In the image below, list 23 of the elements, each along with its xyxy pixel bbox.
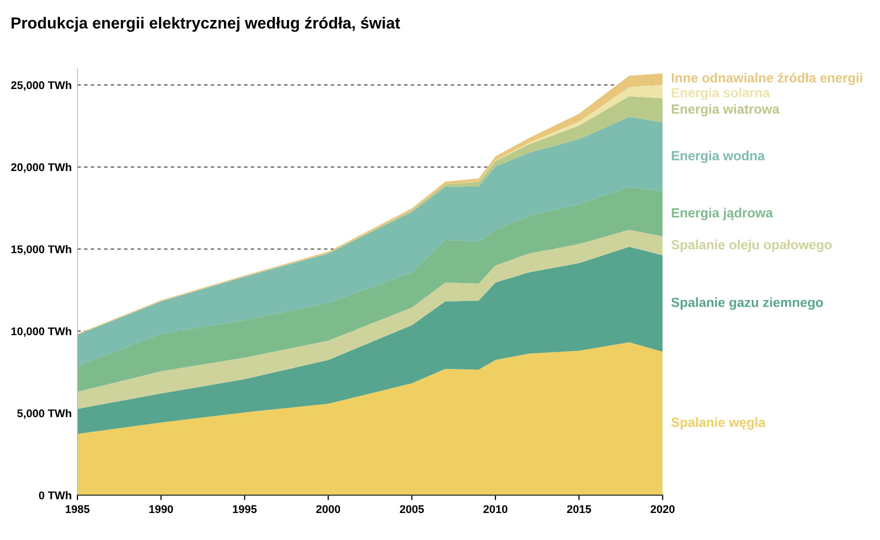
x-tick-label: 1995 <box>232 505 257 514</box>
x-tick-label: 2015 <box>567 505 592 514</box>
y-tick-label: 5,000 TWh <box>17 409 72 419</box>
y-tick-label: 20,000 TWh <box>11 163 72 173</box>
x-tick-label: 2005 <box>400 505 424 514</box>
x-tick-label: 2000 <box>316 505 340 514</box>
series-label: Energia wiatrowa <box>672 104 780 116</box>
series-label: Energia wodna <box>672 150 765 164</box>
x-tick-label: 2020 <box>650 505 675 514</box>
series-label: Spalanie gazu ziemnego <box>671 297 823 310</box>
x-tick-label: 1990 <box>149 505 173 514</box>
x-tick-label: 2010 <box>483 505 508 514</box>
chart-title: Produkcja energii elektrycznej według źródła, świat <box>12 16 400 32</box>
series-label: Spalanie oleju opałowego <box>671 240 832 252</box>
series-label: Energia solarna <box>672 88 770 100</box>
y-tick-label: 10,000 TWh <box>11 327 72 337</box>
y-tick-label: 25,000 TWh <box>11 80 72 91</box>
series-label: Spalanie węgla <box>671 417 766 430</box>
x-tick-label: 1985 <box>66 505 90 514</box>
y-tick-label: 0 TWh <box>38 491 72 500</box>
series-label: Energia jądrowa <box>672 208 773 220</box>
y-tick-label: 15,000 TWh <box>11 245 72 255</box>
series-label: Inne odnawialne źródła energii <box>672 72 862 86</box>
